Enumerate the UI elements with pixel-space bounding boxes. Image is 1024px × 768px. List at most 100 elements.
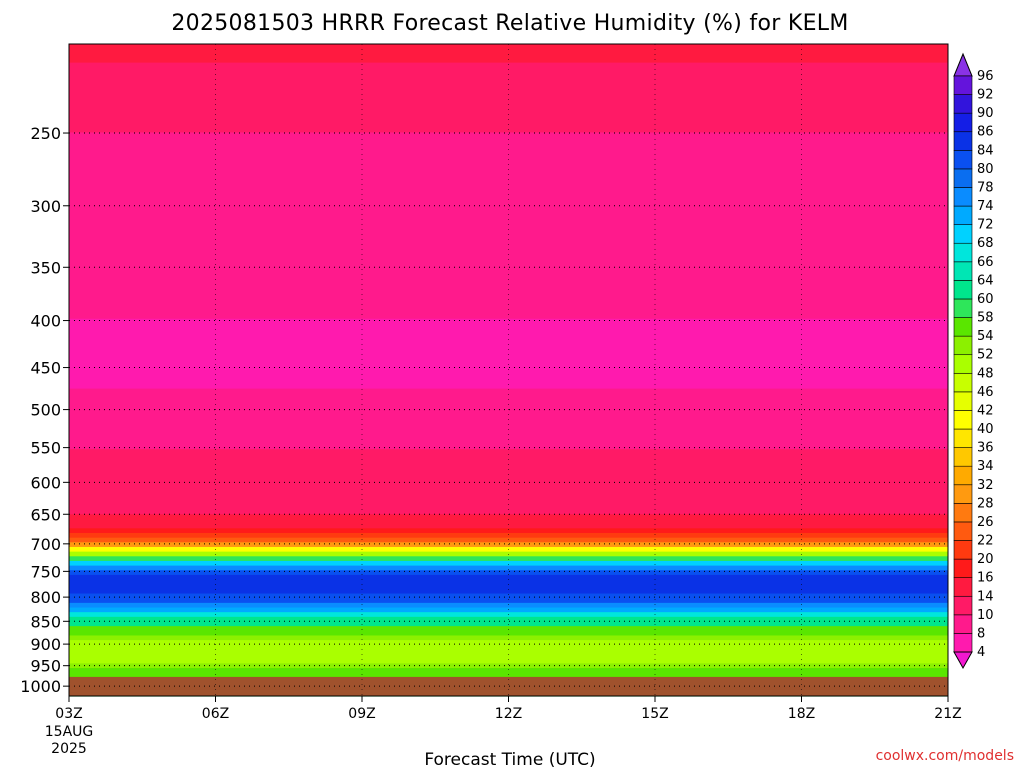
humidity-band xyxy=(69,435,948,441)
colorbar-level-label: 22 xyxy=(977,534,994,549)
humidity-band xyxy=(69,113,948,120)
humidity-band xyxy=(69,179,948,185)
colorbar-box xyxy=(953,205,973,225)
colorbar-level-label: 16 xyxy=(977,571,994,586)
humidity-band xyxy=(69,393,948,399)
humidity-band xyxy=(69,267,948,273)
humidity-band xyxy=(69,370,948,376)
humidity-band xyxy=(69,165,948,171)
colorbar-box xyxy=(953,242,973,263)
colorbar-level-label: 58 xyxy=(977,311,994,326)
colorbar-box xyxy=(953,187,973,207)
colorbar-level-label: 90 xyxy=(977,106,994,121)
humidity-band xyxy=(69,295,948,301)
colorbar-box xyxy=(953,280,973,300)
y-tick-label: 750 xyxy=(30,562,61,581)
colorbar-level-label: 46 xyxy=(977,385,994,400)
humidity-band xyxy=(69,290,948,297)
humidity-band xyxy=(69,635,948,641)
humidity-band xyxy=(69,467,948,474)
humidity-band xyxy=(69,197,948,203)
humidity-band xyxy=(69,248,948,255)
humidity-band xyxy=(69,425,948,432)
y-tick-label: 300 xyxy=(30,197,61,216)
chart-title: 2025081503 HRRR Forecast Relative Humidi… xyxy=(171,11,848,36)
humidity-band xyxy=(69,528,948,534)
humidity-band xyxy=(69,626,948,632)
humidity-band xyxy=(69,220,948,227)
humidity-band xyxy=(69,560,948,567)
humidity-band xyxy=(69,640,948,646)
colorbar-bottom-arrow xyxy=(953,651,973,670)
humidity-band xyxy=(69,337,948,343)
humidity-band xyxy=(69,81,948,87)
humidity-band xyxy=(69,318,948,325)
humidity-band xyxy=(69,630,948,637)
surface-fill xyxy=(69,676,948,696)
humidity-band xyxy=(69,53,948,59)
colorbar-box xyxy=(953,503,973,523)
colorbar-box xyxy=(953,558,973,578)
colorbar-level-label: 78 xyxy=(977,180,994,195)
colorbar-level-label: 74 xyxy=(977,199,994,214)
x-date-label: 2025 xyxy=(51,741,87,757)
humidity-band xyxy=(69,453,948,460)
y-tick-label: 500 xyxy=(30,401,61,420)
humidity-band xyxy=(69,449,948,455)
humidity-band xyxy=(69,444,948,450)
humidity-band xyxy=(69,421,948,427)
colorbar-level-label: 42 xyxy=(977,403,994,418)
y-tick-label: 950 xyxy=(30,657,61,676)
x-date-label: 15AUG xyxy=(45,724,94,740)
colorbar-level-label: 8 xyxy=(977,626,985,641)
humidity-band xyxy=(69,598,948,604)
y-tick-label: 650 xyxy=(30,505,61,524)
humidity-band xyxy=(69,262,948,269)
humidity-band xyxy=(69,216,948,222)
humidity-band xyxy=(69,607,948,613)
humidity-band xyxy=(69,62,948,68)
humidity-band xyxy=(69,314,948,320)
colorbar-box xyxy=(953,94,973,114)
humidity-band xyxy=(69,44,948,50)
colorbar-level-label: 68 xyxy=(977,236,994,251)
humidity-band xyxy=(69,495,948,501)
humidity-band xyxy=(69,286,948,292)
humidity-band xyxy=(69,430,948,436)
colorbar-level-label: 40 xyxy=(977,422,994,437)
humidity-band xyxy=(69,309,948,315)
colorbar-box xyxy=(953,465,973,486)
x-tick-label: 03Z xyxy=(55,706,82,722)
humidity-band xyxy=(69,649,948,655)
humidity-band xyxy=(69,663,948,669)
humidity-band xyxy=(69,509,948,515)
colorbar-level-label: 28 xyxy=(977,496,994,511)
colorbar-level-label: 54 xyxy=(977,329,994,344)
humidity-band xyxy=(69,505,948,511)
humidity-band xyxy=(69,491,948,497)
humidity-band xyxy=(69,118,948,124)
humidity-band xyxy=(69,104,948,110)
colorbar-box xyxy=(953,372,973,393)
humidity-band xyxy=(69,519,948,525)
humidity-band xyxy=(69,356,948,362)
humidity-band xyxy=(69,151,948,157)
y-tick-label: 400 xyxy=(30,312,61,331)
humidity-band xyxy=(69,253,948,259)
humidity-band xyxy=(69,463,948,469)
humidity-band xyxy=(69,458,948,464)
y-tick-label: 850 xyxy=(30,612,61,631)
humidity-band xyxy=(69,602,948,609)
x-tick-label: 09Z xyxy=(348,706,375,722)
colorbar-level-label: 48 xyxy=(977,366,994,381)
humidity-band xyxy=(69,388,948,394)
colorbar-level-label: 14 xyxy=(977,589,994,604)
humidity-band xyxy=(69,57,948,64)
humidity-band xyxy=(69,328,948,334)
colorbar-level-label: 20 xyxy=(977,552,994,567)
colorbar-box xyxy=(953,447,973,467)
humidity-band xyxy=(69,155,948,162)
humidity-band xyxy=(69,90,948,96)
colorbar-box xyxy=(953,354,973,374)
